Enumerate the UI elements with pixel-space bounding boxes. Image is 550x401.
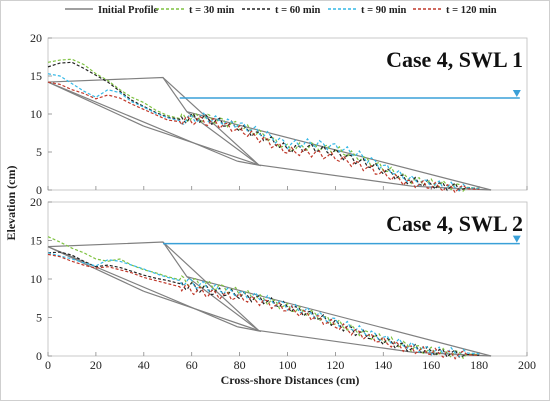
- y-tick-label: 5: [36, 145, 42, 159]
- x-tick-label: 60: [186, 358, 198, 372]
- x-axis-label: Cross-shore Distances (cm): [221, 373, 360, 387]
- y-tick-label: 10: [30, 107, 42, 121]
- x-tick-label: 140: [374, 358, 392, 372]
- panel-swl1: 0 5 10 15 20 Case 4, SWL 1: [30, 31, 528, 197]
- panel-title: Case 4, SWL 2: [386, 211, 523, 236]
- legend-label-t120: t = 120 min: [446, 5, 497, 16]
- y-tick-label: 20: [30, 31, 42, 45]
- x-tick-label: 0: [45, 358, 51, 372]
- initial-profile-line: [162, 241, 260, 332]
- legend-label-t30: t = 30 min: [189, 5, 235, 16]
- x-tick-label: 180: [470, 358, 488, 372]
- initial-profile-line: [47, 81, 145, 127]
- legend-label-t60: t = 60 min: [275, 5, 321, 16]
- series-line-t120: [47, 81, 480, 194]
- initial-profile-line: [47, 81, 238, 162]
- water-level-marker-icon: [512, 235, 521, 243]
- x-tick-label: 200: [518, 358, 536, 372]
- initial-profile-line: [47, 76, 492, 191]
- y-tick-label: 20: [30, 195, 42, 209]
- y-tick-label: 15: [30, 69, 42, 83]
- legend-label-t90: t = 90 min: [361, 5, 407, 16]
- legend: Initial Profile t = 30 min t = 60 min t = 9…: [65, 5, 497, 16]
- initial-profile-line: [186, 276, 492, 357]
- series-line-t30: [47, 58, 480, 193]
- y-tick-label: 5: [36, 311, 42, 325]
- y-tick-label: 10: [30, 272, 42, 286]
- initial-profile-line: [47, 241, 492, 357]
- y-tick-label: 0: [36, 183, 42, 197]
- panel-title: Case 4, SWL 1: [386, 47, 523, 72]
- y-axis-label: Elevation (cm): [4, 166, 18, 241]
- x-tick-label: 120: [326, 358, 344, 372]
- x-tick-label: 160: [422, 358, 440, 372]
- x-tick-label: 40: [138, 358, 150, 372]
- initial-profile-line: [237, 326, 262, 332]
- series-line-t60: [47, 251, 480, 359]
- legend-label-initial: Initial Profile: [98, 5, 159, 16]
- y-tick-label: 15: [30, 234, 42, 248]
- initial-profile-line: [47, 246, 145, 292]
- series-line-t30: [47, 236, 480, 360]
- x-tick-label: 80: [234, 358, 246, 372]
- series-line-t120: [47, 253, 480, 360]
- x-tick-label: 20: [90, 358, 102, 372]
- series-line-t90: [47, 252, 480, 357]
- y-tick-label: 0: [36, 349, 42, 363]
- x-tick-label: 100: [279, 358, 297, 372]
- initial-profile-line: [47, 246, 238, 328]
- initial-profile-line: [237, 160, 262, 167]
- series-line-t90: [47, 73, 480, 192]
- water-level-marker-icon: [512, 90, 521, 98]
